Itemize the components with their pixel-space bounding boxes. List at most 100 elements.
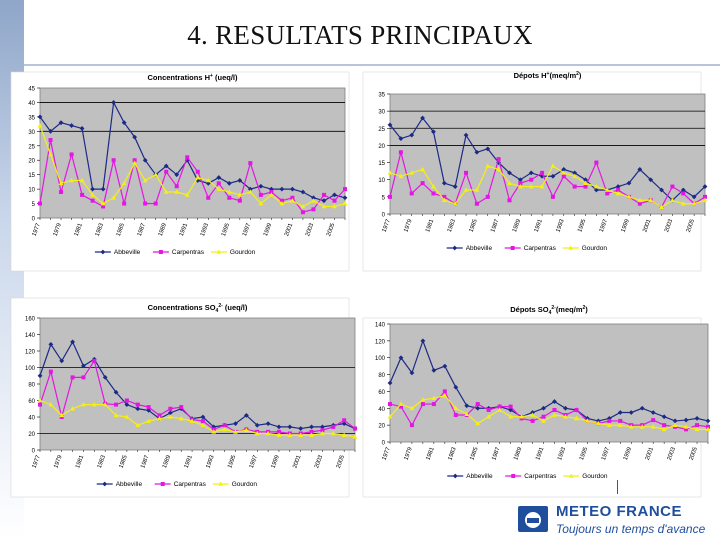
x-tick-label: 1985 [116,222,126,237]
x-tick-label: 1999 [271,454,281,469]
data-point [530,418,535,423]
data-point [100,186,106,192]
data-point [205,177,211,183]
data-point [552,407,557,412]
legend-label-gourdon: Gourdon [232,481,258,488]
data-point [311,195,316,201]
data-point [528,170,534,176]
data-point [146,408,152,413]
data-point [684,427,689,432]
data-point [276,432,282,437]
legend-marker [452,245,458,251]
data-point [59,190,64,194]
data-point [332,192,337,198]
x-tick-label: 1995 [577,218,587,233]
data-point [683,417,689,423]
data-point [561,170,567,175]
data-point [496,157,501,162]
data-point [342,418,347,423]
x-tick-label: 1987 [137,222,147,237]
y-tick-label: 20 [378,144,385,150]
data-point [70,375,75,380]
data-point [561,167,567,172]
data-point [442,363,448,369]
data-point [628,424,634,429]
data-point [48,402,54,407]
data-point [637,201,642,206]
data-point [541,405,546,411]
data-point [100,200,106,206]
x-tick-label: 2001 [642,218,652,233]
legend-marker [216,249,222,254]
data-point [702,184,708,189]
data-point [539,183,545,189]
data-point [92,358,97,363]
data-point [453,384,459,390]
x-tick-label: 1981 [75,454,85,469]
x-tick-label: 1979 [403,218,413,233]
data-point [637,167,643,172]
data-point [179,405,184,410]
data-point [475,402,480,407]
data-point [341,421,347,426]
data-point [184,157,190,163]
data-point [541,414,546,419]
y-tick-label: 5 [382,195,386,201]
x-tick-label: 1987 [491,446,501,461]
data-point [572,184,577,189]
x-tick-label: 1989 [512,218,522,233]
x-tick-label: 1981 [74,222,84,237]
data-point [583,180,588,185]
x-tick-label: 1979 [53,222,63,237]
data-point [420,166,425,172]
legend-label-carpentras: Carpentras [524,473,557,480]
data-point [563,414,568,419]
data-point [206,195,211,200]
y-tick-label: 15 [378,161,385,167]
y-tick-label: 100 [25,366,36,372]
data-point [216,175,222,180]
data-point [648,177,654,183]
data-point [233,429,238,434]
data-point [651,418,656,423]
data-point [178,416,184,421]
x-tick-label: 1993 [555,218,565,233]
legend-label-carpentras: Carpentras [172,249,205,256]
data-point [37,122,43,128]
data-point [474,149,480,155]
x-tick-label: 1987 [490,218,500,233]
data-point [132,158,137,163]
chart-h-deposits: Dépots H+(meq/m2) 0 5 10 15 20 25 30 35 1977 1979 1… [362,71,708,272]
x-tick-label: 1997 [242,222,252,237]
data-point [90,186,95,192]
y-tick-label: 20 [378,424,385,430]
series-line-abbeville [389,339,709,422]
data-point [237,192,243,197]
data-point [681,191,686,196]
data-point [661,414,667,420]
x-tick-label: 1977 [382,446,392,461]
data-point [132,160,138,165]
y-tick-label: 10 [28,188,35,194]
data-point [279,186,285,192]
data-point [572,170,578,176]
data-point [321,203,327,209]
data-point [254,430,260,436]
data-point [508,404,513,409]
x-tick-label: 1985 [469,218,479,233]
data-point [618,418,623,423]
y-tick-label: 20 [28,432,35,438]
data-point [122,201,127,206]
x-tick-label: 1999 [623,446,633,461]
data-point [195,169,200,174]
x-tick-label: 1983 [447,218,457,233]
data-point [222,423,227,428]
data-point [497,407,503,412]
data-point [300,203,306,209]
data-point [311,207,316,212]
data-point [332,203,337,209]
data-point [69,152,74,157]
x-tick-label: 1997 [249,454,259,469]
legend-label-carpentras: Carpentras [524,245,557,252]
data-point [420,397,426,402]
